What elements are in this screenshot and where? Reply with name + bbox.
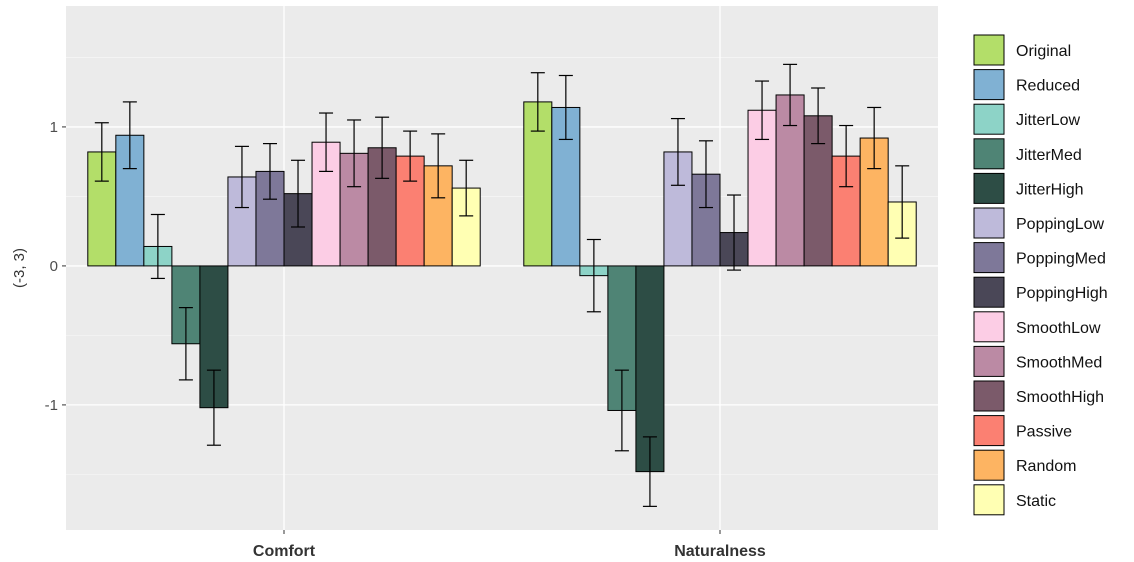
legend-label-static: Static (1016, 493, 1056, 510)
errorbar-poppinglow-naturalness (670, 117, 685, 186)
y-axis: -1 0 1 (45, 119, 66, 414)
errorbar-smoothlow-comfort (319, 112, 334, 173)
x-tick-label-comfort: Comfort (253, 543, 316, 560)
errorbar-jitterlow-comfort (150, 213, 165, 280)
y-tick-label: 1 (50, 119, 58, 136)
legend-key-reduced (973, 69, 1005, 101)
y-axis-label: (-3, 3) (11, 248, 28, 288)
legend-key-static (973, 484, 1005, 516)
errorbar-jitterhigh-naturalness (642, 436, 657, 507)
legend-key-smoothlow (973, 311, 1005, 343)
legend-key-jitterhigh (973, 172, 1005, 204)
errorbar-original-comfort (94, 122, 109, 182)
errorbar-passive-comfort (403, 130, 418, 182)
errorbar-static-comfort (459, 159, 474, 217)
legend-label-original: Original (1016, 43, 1071, 60)
errorbar-poppinglow-comfort (234, 145, 249, 209)
legend-label-poppinglow: PoppingLow (1016, 216, 1105, 233)
errorbar-smoothhigh-naturalness (811, 87, 826, 145)
errorbar-poppinghigh-comfort (291, 159, 306, 228)
errorbar-static-naturalness (895, 165, 910, 239)
legend-key-passive (973, 415, 1005, 447)
legend-label-reduced: Reduced (1016, 78, 1080, 95)
errorbar-smoothhigh-comfort (375, 116, 390, 179)
legend-label-jittermed: JitterMed (1016, 147, 1082, 164)
legend-key-poppingmed (973, 242, 1005, 274)
errorbar-jitterlow-naturalness (586, 238, 601, 313)
legend-label-passive: Passive (1016, 424, 1072, 441)
errorbar-poppingmed-comfort (262, 143, 277, 200)
errorbar-jittermed-naturalness (614, 369, 629, 452)
errorbar-smoothlow-naturalness (755, 80, 770, 141)
errorbar-random-naturalness (867, 106, 882, 170)
errorbar-smoothmed-naturalness (783, 63, 798, 127)
legend-key-smoothmed (973, 345, 1005, 377)
errorbar-random-comfort (431, 133, 446, 199)
legend-label-smoothmed: SmoothMed (1016, 354, 1102, 371)
errorbar-smoothmed-comfort (347, 119, 362, 188)
legend-label-smoothhigh: SmoothHigh (1016, 389, 1104, 406)
errorbar-poppinghigh-naturalness (727, 194, 742, 271)
errorbar-passive-naturalness (839, 124, 854, 188)
legend-key-original (973, 34, 1005, 66)
errorbar-poppingmed-naturalness (698, 140, 713, 209)
y-tick-label: -1 (45, 397, 58, 414)
legend-label-smoothlow: SmoothLow (1016, 320, 1101, 337)
legend-label-poppinghigh: PoppingHigh (1016, 285, 1108, 302)
errorbar-reduced-naturalness (558, 74, 573, 141)
legend-label-jitterhigh: JitterHigh (1016, 181, 1084, 198)
errorbars-layer (94, 63, 910, 507)
errorbar-reduced-comfort (122, 101, 137, 170)
legend: Original Reduced JitterLow JitterMed JitterH… (973, 34, 1108, 516)
legend-key-smoothhigh (973, 380, 1005, 412)
legend-key-jitterlow (973, 103, 1005, 135)
legend-label-random: Random (1016, 458, 1076, 475)
legend-key-random (973, 449, 1005, 481)
legend-label-poppingmed: PoppingMed (1016, 251, 1106, 268)
legend-key-jittermed (973, 138, 1005, 170)
legend-key-poppinghigh (973, 276, 1005, 308)
errorbar-jitterhigh-comfort (206, 369, 221, 446)
errorbar-jittermed-comfort (178, 307, 193, 381)
x-tick-label-naturalness: Naturalness (674, 543, 766, 560)
x-axis: Comfort Naturalness (253, 530, 766, 560)
errorbar-original-naturalness (530, 72, 545, 132)
y-tick-label: 0 (50, 258, 58, 275)
legend-key-poppinglow (973, 207, 1005, 239)
legend-label-jitterlow: JitterLow (1016, 112, 1080, 129)
